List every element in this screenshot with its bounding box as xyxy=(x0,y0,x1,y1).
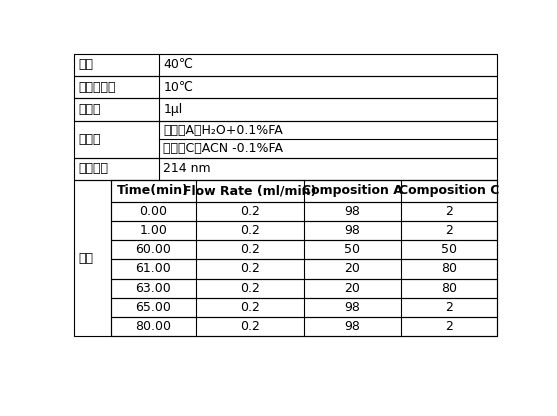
Text: 0.00: 0.00 xyxy=(139,205,167,218)
Text: 1.00: 1.00 xyxy=(139,224,167,237)
Text: 60.00: 60.00 xyxy=(135,243,171,256)
Text: 20: 20 xyxy=(344,262,360,275)
Text: 80: 80 xyxy=(441,262,457,275)
Text: 0.2: 0.2 xyxy=(240,205,260,218)
Bar xyxy=(111,180,497,202)
Text: Time(min): Time(min) xyxy=(117,184,189,197)
Text: Flow Rate (ml/min): Flow Rate (ml/min) xyxy=(183,184,316,197)
Text: Composition C: Composition C xyxy=(399,184,499,197)
Text: 上样量: 上样量 xyxy=(78,103,101,116)
Bar xyxy=(111,298,497,317)
Text: 0.2: 0.2 xyxy=(240,320,260,333)
Text: 10℃: 10℃ xyxy=(163,81,193,94)
Text: 20: 20 xyxy=(344,282,360,295)
Text: 流动相C：ACN -0.1%FA: 流动相C：ACN -0.1%FA xyxy=(163,142,284,155)
Text: 1μl: 1μl xyxy=(163,103,183,116)
Text: 98: 98 xyxy=(344,320,360,333)
Text: 0.2: 0.2 xyxy=(240,243,260,256)
Text: 0.2: 0.2 xyxy=(240,224,260,237)
Text: 50: 50 xyxy=(344,243,360,256)
Text: 63.00: 63.00 xyxy=(135,282,171,295)
Text: 柱温: 柱温 xyxy=(78,58,93,72)
Bar xyxy=(111,240,497,259)
Text: 65.00: 65.00 xyxy=(135,301,171,314)
Text: 流动相: 流动相 xyxy=(78,133,101,146)
Text: 2: 2 xyxy=(445,224,453,237)
Text: 98: 98 xyxy=(344,301,360,314)
Text: 流动相A：H₂O+0.1%FA: 流动相A：H₂O+0.1%FA xyxy=(163,124,283,136)
Bar xyxy=(74,180,497,337)
Text: 样品室温度: 样品室温度 xyxy=(78,81,116,94)
Text: 80.00: 80.00 xyxy=(135,320,171,333)
Bar xyxy=(111,202,497,221)
Bar xyxy=(111,259,497,279)
Bar xyxy=(74,121,497,158)
Bar xyxy=(111,221,497,240)
Text: 2: 2 xyxy=(445,320,453,333)
Text: 采集波长: 采集波长 xyxy=(78,162,108,176)
Bar xyxy=(74,54,497,76)
Text: 0.2: 0.2 xyxy=(240,262,260,275)
Bar xyxy=(74,99,497,121)
Bar xyxy=(111,317,497,337)
Bar xyxy=(111,279,497,298)
Text: 98: 98 xyxy=(344,205,360,218)
Text: 40℃: 40℃ xyxy=(163,58,193,72)
Text: 0.2: 0.2 xyxy=(240,282,260,295)
Text: 80: 80 xyxy=(441,282,457,295)
Text: 梯度: 梯度 xyxy=(78,252,93,265)
Text: 2: 2 xyxy=(445,301,453,314)
Text: 61.00: 61.00 xyxy=(135,262,171,275)
Bar xyxy=(74,76,497,99)
Text: Composition A: Composition A xyxy=(302,184,403,197)
Text: 98: 98 xyxy=(344,224,360,237)
Text: 50: 50 xyxy=(441,243,457,256)
Text: 2: 2 xyxy=(445,205,453,218)
Text: 0.2: 0.2 xyxy=(240,301,260,314)
Text: 214 nm: 214 nm xyxy=(163,162,211,176)
Bar xyxy=(74,158,497,180)
